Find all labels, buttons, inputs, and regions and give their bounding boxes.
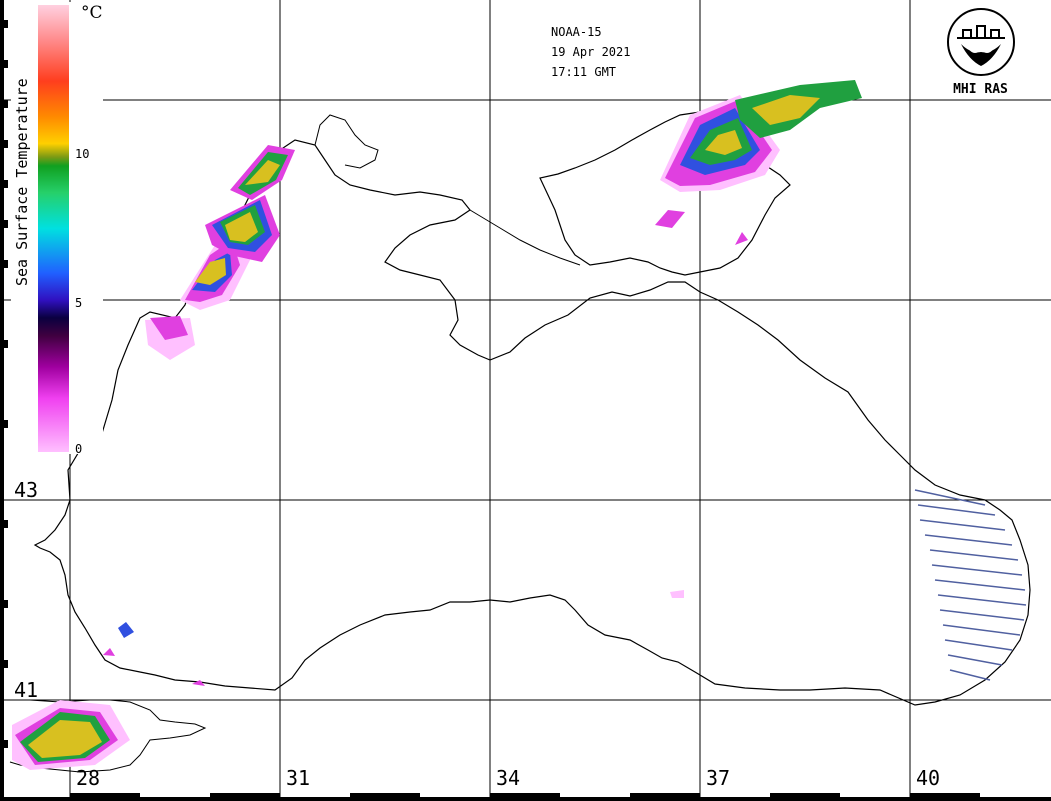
lon-label-34: 34 — [496, 766, 521, 790]
sst-marmara — [12, 700, 130, 770]
left-scale — [0, 0, 8, 801]
estuary-coastline — [314, 114, 379, 169]
acquisition-info: NOAA-15 19 Apr 2021 17:11 GMT — [551, 22, 630, 82]
colorbar-tick-10: 10 — [75, 147, 90, 161]
lat-label-43: 43 — [14, 478, 39, 502]
lon-label-37: 37 — [706, 766, 731, 790]
crimea-detail — [469, 209, 581, 266]
black-sea-coastline — [33, 139, 1031, 706]
sst-southwest — [103, 590, 684, 686]
logo-label: MHI RAS — [953, 82, 1008, 97]
colorbar-unit: °C — [81, 3, 103, 23]
bottom-scale — [0, 793, 1051, 801]
lon-label-28: 28 — [76, 766, 101, 790]
acquisition-date: 19 Apr 2021 — [551, 45, 631, 59]
lat-label-41: 41 — [14, 678, 39, 702]
colorbar-title: Sea Surface Temperature — [13, 78, 31, 286]
mhi-logo: MHI RAS — [943, 8, 1018, 97]
sea-of-azov-coastline — [539, 111, 791, 276]
colorbar-legend: Sea Surface Temperature °C 10 5 0 — [11, 2, 103, 456]
acquisition-time: 17:11 GMT — [551, 65, 617, 79]
sst-northwest-shelf — [145, 145, 295, 360]
sst-southeast-swath — [914, 489, 1027, 681]
marmara-coastline — [9, 699, 207, 773]
colorbar-gradient — [38, 5, 69, 452]
satellite-name: NOAA-15 — [551, 25, 602, 39]
mhi-emblem-icon — [946, 8, 1015, 76]
sst-azov — [655, 80, 862, 245]
lon-label-31: 31 — [286, 766, 311, 790]
colorbar-tick-0: 0 — [75, 442, 83, 456]
lon-label-40: 40 — [916, 766, 941, 790]
colorbar-tick-5: 5 — [75, 296, 83, 310]
